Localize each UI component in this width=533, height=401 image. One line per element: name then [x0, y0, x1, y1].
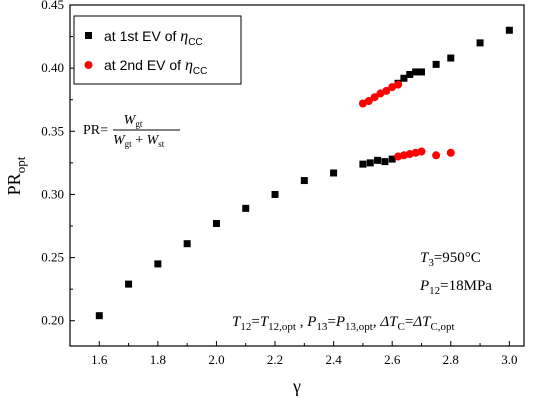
x-tick-label: 1.6	[91, 352, 108, 367]
data-point-series-1	[359, 160, 367, 168]
formula-lhs: PR=	[83, 123, 108, 138]
legend-marker-series-2	[84, 61, 93, 69]
y-axis-label-sub: opt	[13, 156, 28, 173]
annotation-conditions: T12=T12,opt , P13=P13,opt, ΔTC=ΔTC,opt	[232, 314, 455, 333]
data-point-series-2	[394, 80, 403, 89]
data-points	[95, 26, 513, 320]
data-point-series-1	[447, 54, 455, 62]
data-point-series-1	[212, 219, 220, 227]
y-axis-ticks: 0.20 0.25 0.30 0.35 0.40 0.45	[41, 0, 75, 328]
legend-marker-series-1	[85, 32, 92, 39]
legend: at 1st EV of ηCC at 2nd EV of ηCC	[73, 15, 242, 85]
y-tick-label: 0.30	[41, 186, 64, 201]
data-point-series-1	[154, 260, 162, 268]
data-point-series-1	[400, 74, 408, 82]
y-axis-label: PRopt	[4, 156, 28, 195]
x-tick-label: 2.6	[384, 352, 401, 367]
data-point-series-1	[381, 158, 389, 166]
data-point-series-1	[183, 240, 191, 248]
legend-label-series-2: at 2nd EV of ηCC	[104, 57, 207, 77]
data-point-series-2	[382, 86, 391, 95]
data-point-series-2	[370, 93, 379, 102]
x-axis-ticks: 1.6 1.8 2.0 2.2 2.4 2.6 2.8 3.0	[91, 341, 517, 367]
data-point-series-1	[125, 280, 133, 288]
data-point-series-1	[406, 70, 414, 78]
data-point-series-1	[330, 169, 338, 177]
y-axis-label-main: PR	[4, 173, 24, 195]
annotation-p12: P12=18MPa	[419, 278, 492, 297]
data-point-series-2	[446, 148, 455, 157]
data-point-series-1	[505, 26, 513, 34]
x-tick-label: 2.8	[443, 352, 459, 367]
formula-annotation: PR= Wgt Wgt + Wst	[83, 113, 180, 149]
data-point-series-1	[300, 177, 308, 185]
svg-text:PRopt: PRopt	[4, 156, 28, 195]
plot-frame	[69, 4, 525, 347]
data-point-series-1	[388, 155, 396, 163]
data-point-series-1	[432, 60, 440, 68]
legend-label-series-1: at 1st EV of ηCC	[104, 28, 203, 48]
y-tick-label: 0.40	[41, 60, 64, 75]
data-point-series-2	[364, 96, 373, 105]
x-axis-label: γ	[292, 376, 301, 396]
data-point-series-1	[271, 190, 279, 198]
x-tick-label: 2.4	[325, 352, 342, 367]
y-tick-label: 0.25	[41, 250, 64, 265]
data-point-series-1	[374, 156, 382, 164]
data-point-series-1	[417, 68, 425, 76]
y-tick-label: 0.45	[41, 0, 64, 12]
x-tick-label: 1.8	[150, 352, 166, 367]
y-tick-label: 0.20	[41, 313, 64, 328]
formula-denominator: Wgt + Wst	[113, 133, 165, 149]
data-point-series-1	[412, 68, 420, 76]
data-point-series-2	[417, 147, 426, 156]
data-point-series-1	[242, 204, 250, 212]
annotation-t3: T3=950°C	[420, 250, 481, 269]
x-tick-label: 2.2	[267, 352, 283, 367]
x-tick-label: 2.0	[208, 352, 224, 367]
x-tick-label: 3.0	[501, 352, 517, 367]
data-point-series-1	[95, 312, 103, 320]
legend-box	[73, 15, 242, 85]
data-point-series-2	[432, 151, 441, 160]
data-point-series-1	[476, 39, 484, 47]
data-point-series-1	[366, 159, 374, 167]
y-tick-label: 0.35	[41, 123, 64, 138]
formula-numerator: Wgt	[124, 113, 143, 129]
